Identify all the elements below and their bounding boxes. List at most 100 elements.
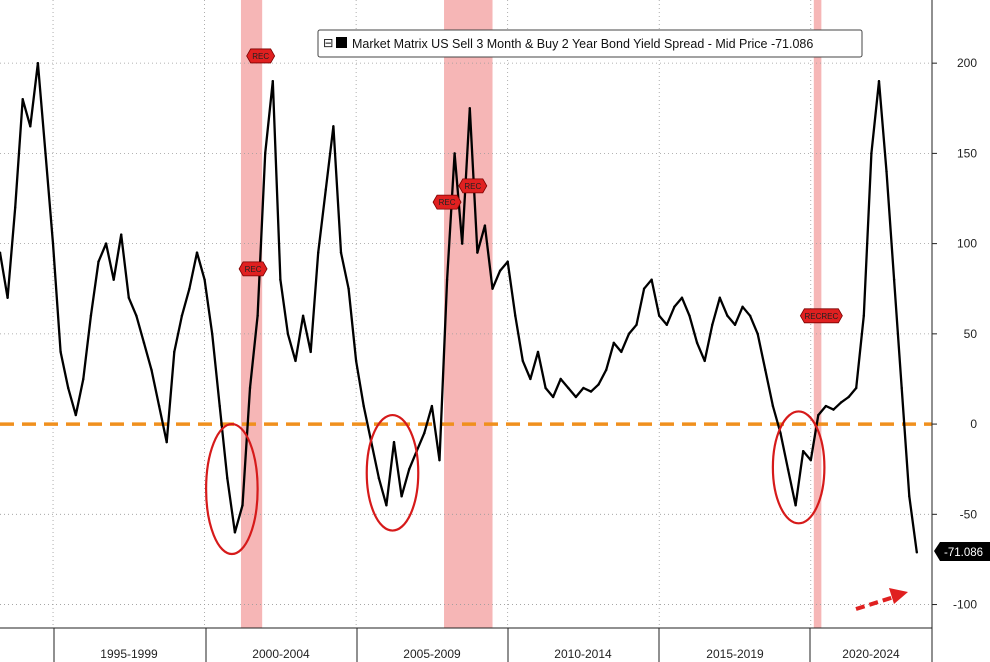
data-point-46 [339,251,343,254]
data-point-74 [551,395,555,399]
inversion-circle-3 [771,410,826,525]
data-point-104 [779,431,782,435]
red-dashed-arrow [855,588,908,611]
x-period-label-6: 2020-2024 [842,647,900,661]
data-point-93 [695,341,699,345]
data-point-35 [256,314,259,318]
rec-marker-2: REC [238,261,268,277]
data-point-102 [764,368,767,372]
recession-band-2 [444,0,493,628]
data-point-17 [120,233,123,236]
x-period-label-3: 2005-2009 [403,647,461,661]
data-point-99 [741,305,744,308]
data-point-121 [908,495,911,498]
data-point-45 [332,125,335,128]
data-point-29 [210,332,214,336]
data-point-72 [536,350,540,354]
data-point-52 [385,504,388,507]
data-point-37 [271,80,274,83]
data-point-54 [400,495,403,498]
data-point-40 [294,359,297,363]
rec-marker-label: RECREC [804,312,838,321]
data-point-97 [726,314,729,318]
data-point-105 [786,467,790,471]
data-point-100 [748,314,752,318]
data-point-6 [36,61,40,65]
rec-marker-shape [799,308,843,324]
data-point-16 [112,278,115,281]
rec-marker-shape [458,178,488,194]
data-point-9 [59,350,62,354]
data-point-21 [150,368,153,372]
data-point-13 [89,314,93,318]
rec-marker-shape [238,261,268,277]
data-point-87 [650,278,653,281]
gridlines [0,0,932,628]
rec-marker-label: REC [252,52,269,61]
data-point-94 [703,359,706,363]
x-period-label-5: 2015-2019 [706,647,764,661]
data-point-24 [173,350,176,354]
x-period-label-2: 2000-2004 [252,647,310,661]
inversion-circle-2 [365,413,420,532]
last-value-tag-shape [934,542,990,561]
data-point-65 [483,224,487,227]
data-point-117 [877,80,881,83]
data-point-20 [142,341,146,345]
data-point-112 [839,401,843,404]
data-point-34 [248,386,252,390]
data-point-26 [188,287,191,290]
y-axis-labels: 200 150 100 50 0 -50 -100 [932,56,977,612]
data-point-85 [635,323,638,327]
data-point-88 [658,314,661,318]
data-point-77 [574,395,578,399]
legend: ⊟ Market Matrix US Sell 3 Month & Buy 2 … [317,29,863,58]
data-point-69 [514,314,517,318]
data-point-14 [97,260,100,263]
data-point-51 [377,477,381,480]
data-point-67 [498,269,502,272]
data-point-5 [29,125,32,128]
data-point-118 [885,170,888,173]
data-point-23 [165,440,168,444]
rec-marker-shape [246,48,276,64]
data-point-60 [445,278,449,281]
x-period-label-4: 2010-2014 [554,647,612,661]
data-point-22 [157,404,161,408]
legend-box [317,29,863,58]
data-point-84 [627,332,631,336]
data-point-19 [135,314,138,318]
data-point-70 [521,359,525,363]
data-point-96 [718,296,722,299]
legend-toggle-icon[interactable]: ⊟ [323,36,333,50]
data-point-43 [317,251,320,254]
data-point-79 [589,390,593,393]
data-point-27 [195,251,199,254]
data-point-109 [817,413,820,417]
data-point-92 [688,314,691,318]
data-point-47 [347,287,350,290]
rec-marker-4: REC [458,178,488,194]
data-point-90 [673,305,676,308]
data-point-42 [309,350,312,354]
data-point-18 [127,296,131,299]
data-point-98 [733,323,737,327]
data-point-114 [855,386,858,390]
data-point-83 [620,350,623,354]
data-point-101 [756,332,759,336]
legend-label: Market Matrix US Sell 3 Month & Buy 2 Ye… [352,37,813,51]
x-axis-labels: 1995-1999 2000-2004 2005-2009 2010-2014 2015… [53,628,900,662]
y-tick-label--100: -100 [953,598,977,612]
data-point-41 [301,314,305,318]
data-point-73 [544,386,547,390]
last-value-label: -71.086 [944,547,983,559]
data-point-7 [44,152,47,155]
data-point-108 [809,458,812,462]
data-point-86 [642,287,646,290]
x-period-label-1: 1995-1999 [100,647,158,661]
y-tick-label-100: 100 [957,237,977,251]
data-point-59 [438,458,441,462]
data-point-55 [407,467,411,471]
axes [0,0,933,662]
